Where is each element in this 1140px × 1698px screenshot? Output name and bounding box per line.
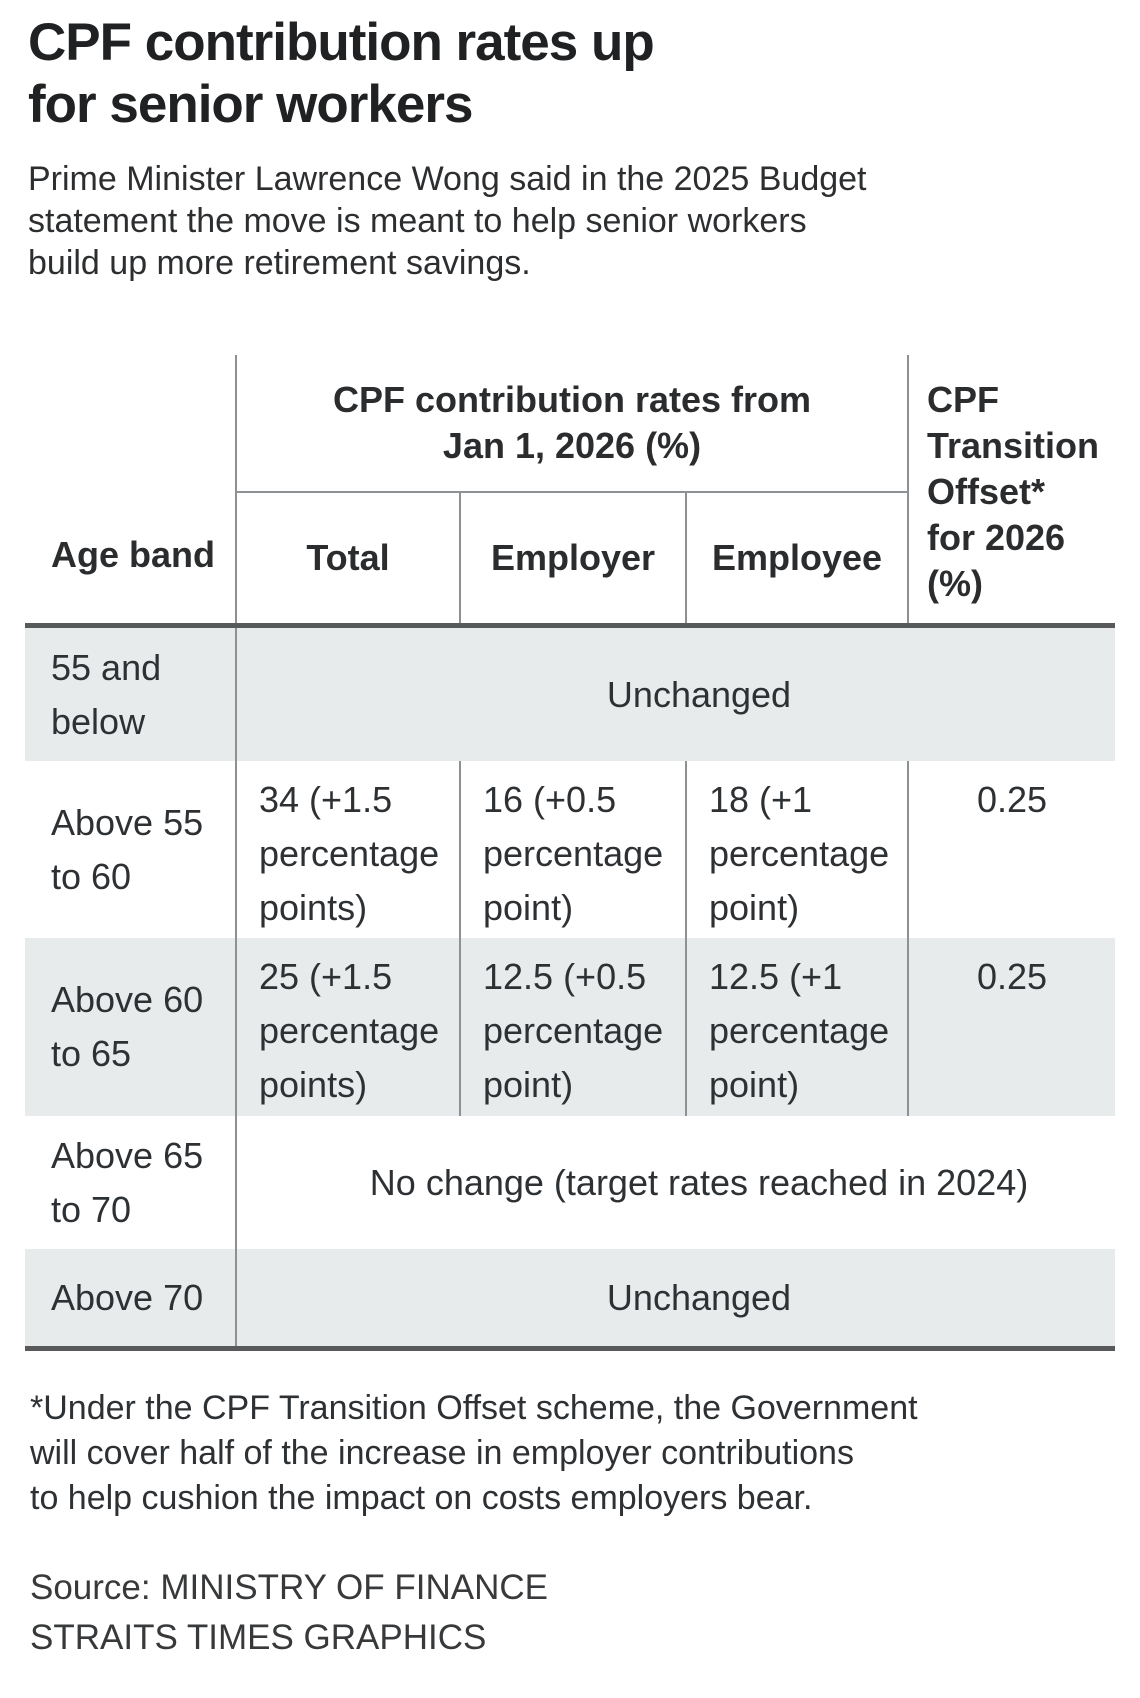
employer-cell: 12.5 (+0.5 percentage point): [459, 938, 685, 1116]
column-header-total: Total: [306, 537, 390, 578]
total-cell: 34 (+1.5 percentage points): [235, 761, 459, 938]
cpf-rates-table: Age band CPF contribution rates from Jan…: [25, 355, 1115, 1351]
column-header-transition-offset: CPF Transition Offset* for 2026 (%): [907, 355, 1115, 623]
offset-cell: 0.25: [907, 761, 1115, 938]
table-row-55-and-below: 55 and below Unchanged: [25, 628, 1115, 761]
footer-rule: [25, 1346, 1115, 1351]
age-band-cell: Above 60 to 65: [51, 979, 204, 1074]
age-band-cell: Above 70: [51, 1276, 204, 1318]
age-band-cell: Above 55 to 60: [51, 801, 204, 897]
table-row-above-55-to-60: Above 55 to 60 34 (+1.5 percentage point…: [25, 761, 1115, 938]
credit-line: STRAITS TIMES GRAPHICS: [30, 1618, 487, 1657]
table-header: Age band CPF contribution rates from Jan…: [25, 355, 1115, 623]
column-group-rates: CPF contribution rates from Jan 1, 2026 …: [235, 355, 907, 623]
column-header-employer: Employer: [459, 493, 685, 623]
merged-value-cell: No change (target rates reached in 2024): [235, 1116, 1115, 1249]
employee-cell: 12.5 (+1 percentage point): [685, 938, 907, 1116]
column-header-employee: Employee: [685, 493, 907, 623]
header-rule: [25, 623, 1115, 628]
merged-value-cell: Unchanged: [235, 1249, 1115, 1346]
footnote: *Under the CPF Transition Offset scheme,…: [30, 1389, 918, 1517]
table-row-above-60-to-65: Above 60 to 65 25 (+1.5 percentage point…: [25, 938, 1115, 1116]
intro-text: Prime Minister Lawrence Wong said in the…: [28, 160, 867, 282]
offset-cell: 0.25: [907, 938, 1115, 1116]
table-row-above-65-to-70: Above 65 to 70 No change (target rates r…: [25, 1116, 1115, 1249]
table-row-above-70: Above 70 Unchanged: [25, 1249, 1115, 1346]
age-band-cell: Above 65 to 70: [51, 1134, 204, 1230]
employee-cell: 18 (+1 percentage point): [685, 761, 907, 938]
column-header-age-band: Age band: [51, 534, 216, 575]
sub-header-row: Total Employer Employee: [237, 493, 907, 623]
total-cell: 25 (+1.5 percentage points): [235, 938, 459, 1116]
merged-value-cell: Unchanged: [235, 628, 1115, 761]
source-line: Source: MINISTRY OF FINANCE: [30, 1568, 548, 1607]
employer-cell: 16 (+0.5 percentage point): [459, 761, 685, 938]
page-title: CPF contribution rates up for senior wor…: [28, 13, 655, 134]
age-band-cell: 55 and below: [51, 646, 162, 742]
column-group-header: CPF contribution rates from Jan 1, 2026 …: [237, 355, 907, 493]
